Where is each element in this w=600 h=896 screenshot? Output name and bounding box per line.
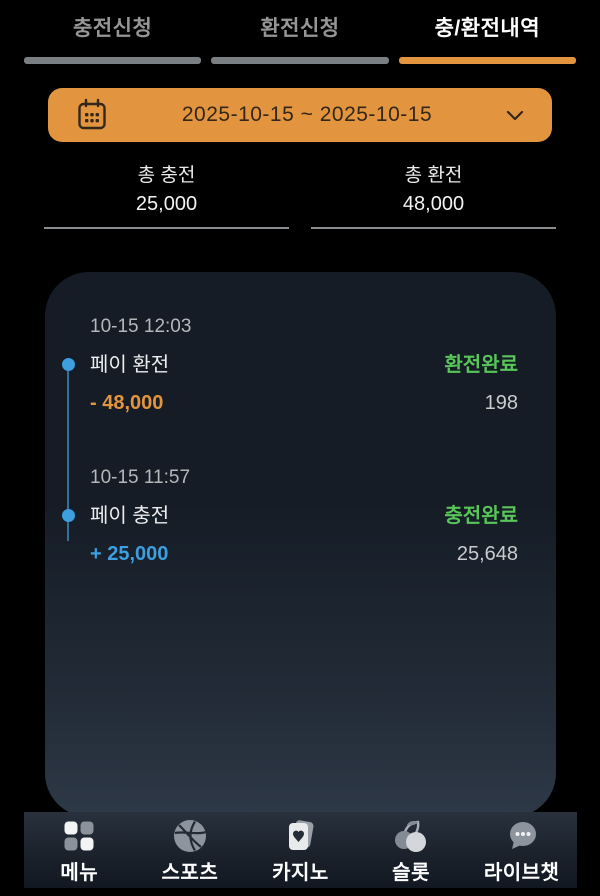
- timeline-dot: [62, 358, 75, 371]
- tab-label: 환전신청: [260, 17, 340, 40]
- date-range-text: 2025-10-15 ~ 2025-10-15: [181, 103, 433, 126]
- history-list: 10-15 12:03 페이 환전 환전완료 - 48,000 198 10-1…: [62, 314, 518, 567]
- entry-amount: + 25,000: [90, 543, 169, 565]
- total-charge-column: 총 충전 25,000: [44, 162, 289, 229]
- tab-label: 충/환전내역: [434, 17, 541, 40]
- entry-amount: - 48,000: [90, 392, 164, 414]
- chat-bubble-icon: [505, 819, 539, 853]
- menu-grid-icon: [64, 819, 94, 853]
- bottom-nav-bar: 메뉴 스포츠 카지노: [24, 812, 577, 888]
- nav-item-menu[interactable]: 메뉴: [24, 815, 135, 885]
- total-exchange-column: 총 환전 48,000: [311, 162, 556, 229]
- history-card: 10-15 12:03 페이 환전 환전완료 - 48,000 198 10-1…: [45, 272, 556, 817]
- nav-label: 슬롯: [392, 862, 430, 884]
- total-exchange-value: 48,000: [402, 193, 465, 215]
- history-entry[interactable]: 10-15 12:03 페이 환전 환전완료 - 48,000 198: [62, 314, 518, 416]
- timeline-dot: [62, 509, 75, 522]
- tab-underline: [398, 57, 576, 64]
- history-entry[interactable]: 10-15 11:57 페이 충전 충전완료 + 25,000 25,648: [62, 465, 518, 567]
- timeline-connector: [67, 371, 69, 541]
- nav-item-slots[interactable]: 슬롯: [356, 815, 467, 885]
- summary-totals: 총 충전 25,000 총 환전 48,000: [0, 162, 600, 229]
- entry-title: 페이 환전: [90, 354, 170, 376]
- tab-charge-request[interactable]: 충전신청: [24, 14, 202, 64]
- tab-charge-exchange-history[interactable]: 충/환전내역: [398, 14, 576, 64]
- chevron-down-icon: [506, 109, 524, 121]
- entry-time: 10-15 11:57: [90, 467, 191, 488]
- total-charge-label: 총 충전: [137, 165, 196, 186]
- tab-label: 충전신청: [73, 17, 153, 40]
- entry-time: 10-15 12:03: [90, 316, 192, 337]
- total-charge-value: 25,000: [135, 193, 198, 215]
- nav-item-sports[interactable]: 스포츠: [135, 815, 246, 885]
- nav-item-casino[interactable]: 카지노: [245, 815, 356, 885]
- total-exchange-label: 총 환전: [404, 165, 463, 186]
- entry-title: 페이 충전: [90, 505, 170, 527]
- entry-balance: 198: [484, 392, 518, 414]
- entry-status-badge: 환전완료: [444, 354, 518, 376]
- tab-underline: [24, 57, 202, 64]
- date-range-selector[interactable]: 2025-10-15 ~ 2025-10-15: [48, 88, 552, 142]
- tab-exchange-request[interactable]: 환전신청: [211, 14, 389, 64]
- nav-label: 카지노: [272, 862, 329, 884]
- top-tab-bar: 충전신청 환전신청 충/환전내역: [0, 0, 600, 64]
- nav-label: 스포츠: [161, 862, 219, 884]
- nav-label: 라이브챗: [483, 862, 560, 884]
- cherries-icon: [393, 819, 429, 853]
- calendar-icon: [76, 97, 108, 133]
- basketball-icon: [173, 819, 207, 853]
- entry-balance: 25,648: [456, 543, 518, 565]
- cards-icon: [283, 819, 317, 853]
- tab-underline: [211, 57, 389, 64]
- nav-item-livechat[interactable]: 라이브챗: [466, 815, 577, 885]
- nav-label: 메뉴: [60, 862, 99, 884]
- entry-status-badge: 충전완료: [444, 505, 518, 527]
